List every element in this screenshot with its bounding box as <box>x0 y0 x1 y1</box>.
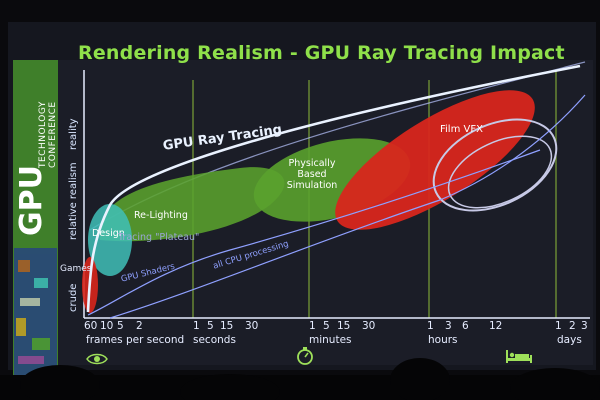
label-design: Design <box>92 228 125 239</box>
slide-title: Rendering Realism - GPU Ray Tracing Impa… <box>78 42 565 64</box>
gpu-ray-tracing-curve <box>86 64 581 313</box>
tick-fps-10: 10 <box>100 320 114 332</box>
tick-hr-3: 3 <box>445 320 452 332</box>
tick-day-2: 2 <box>569 320 576 332</box>
tick-hr-6: 6 <box>462 320 469 332</box>
stopwatch-icon <box>297 347 313 365</box>
gpu-shaders-curve <box>87 149 541 316</box>
all-cpu-curve <box>109 94 586 319</box>
y-label-games: Games <box>60 264 92 274</box>
brand-technology: TECHNOLOGY <box>38 101 48 168</box>
tick-fps-5: 5 <box>117 320 124 332</box>
relighting-region <box>99 167 285 242</box>
unit-hours: hours <box>428 334 458 346</box>
brand-gpu: GPU <box>14 165 49 236</box>
tick-day-3: 3 <box>581 320 588 332</box>
tick-fps-2: 2 <box>136 320 143 332</box>
audience-silhouettes <box>0 358 600 400</box>
outline-region-1 <box>432 118 558 212</box>
unit-frames-per-second: frames per second <box>86 334 185 346</box>
brand-conference: CONFERENCE <box>48 101 58 168</box>
design-region <box>88 204 132 276</box>
circuit-texture <box>14 248 57 383</box>
tick-min-15: 15 <box>337 320 351 332</box>
tick-hr-1: 1 <box>427 320 434 332</box>
label-physically-based-simulation: Physically Based Simulation <box>286 158 338 191</box>
unit-minutes: minutes <box>309 334 352 346</box>
tick-min-1: 1 <box>309 320 316 332</box>
y-label-crude: crude <box>68 283 79 312</box>
tick-min-30: 30 <box>362 320 376 332</box>
tick-day-1: 1 <box>555 320 562 332</box>
tick-hr-12: 12 <box>489 320 503 332</box>
unit-seconds: seconds <box>193 334 236 346</box>
tick-sec-30: 30 <box>245 320 259 332</box>
bed-icon <box>506 350 532 363</box>
tick-sec-15: 15 <box>220 320 234 332</box>
y-label-relative-realism: relative realism <box>68 162 79 240</box>
tick-sec-5: 5 <box>207 320 214 332</box>
label-plateau: Tracing "Plateau" <box>118 232 200 243</box>
eye-icon <box>86 353 108 365</box>
label-relighting: Re-Lighting <box>134 210 188 221</box>
y-label-reality: reality <box>68 118 79 150</box>
unit-days: days <box>557 334 582 346</box>
label-film-vfx: Film VFX <box>440 124 483 135</box>
tick-sec-1: 1 <box>193 320 200 332</box>
tick-fps-60: 60 <box>84 320 98 332</box>
tick-min-5: 5 <box>323 320 330 332</box>
